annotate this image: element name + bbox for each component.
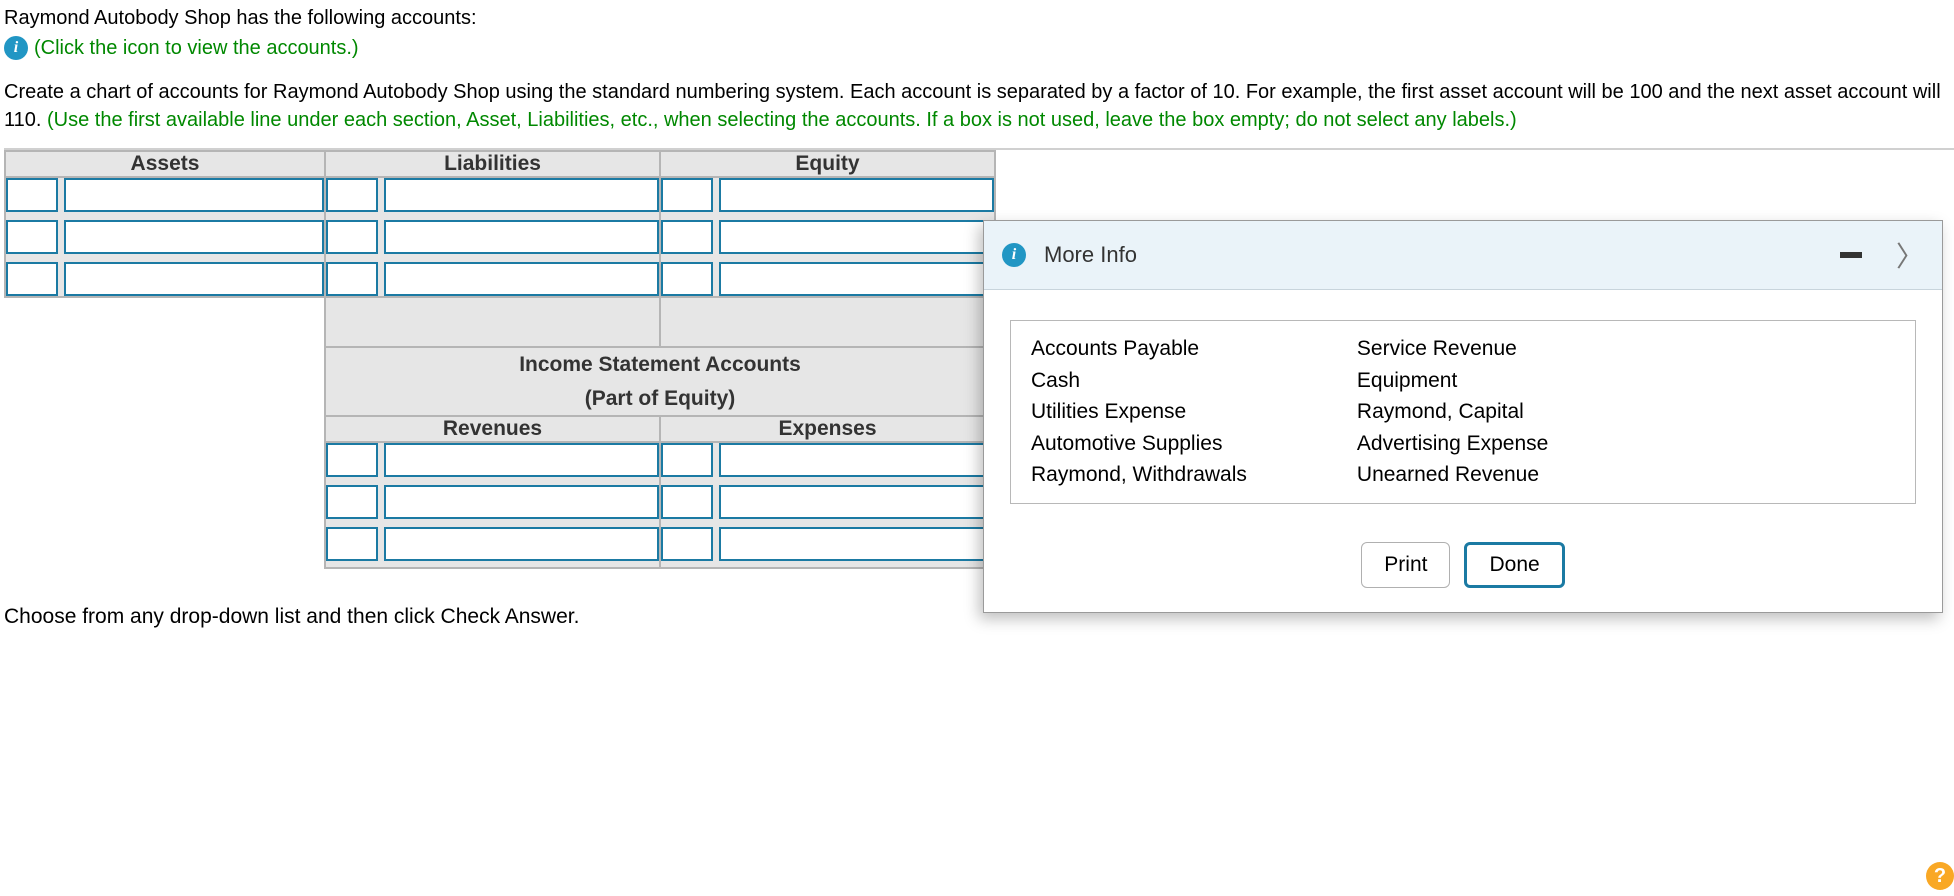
account-item: Accounts Payable [1031, 333, 1247, 365]
asset-name-input[interactable] [64, 220, 324, 254]
asset-name-input[interactable] [64, 178, 324, 212]
expense-name-input[interactable] [719, 485, 994, 519]
account-item: Automotive Supplies [1031, 428, 1247, 460]
header-equity: Equity [660, 151, 995, 177]
equity-number-input[interactable] [661, 220, 713, 254]
revenues-inputs [325, 442, 660, 568]
equity-number-input[interactable] [661, 178, 713, 212]
info-icon[interactable]: i [4, 36, 28, 60]
intro-line-1: Raymond Autobody Shop has the following … [4, 4, 1954, 32]
instructions-paragraph: Create a chart of accounts for Raymond A… [4, 78, 1954, 134]
expense-number-input[interactable] [661, 485, 713, 519]
spacer-cell [660, 297, 995, 347]
account-item: Raymond, Capital [1357, 396, 1548, 428]
revenue-number-input[interactable] [326, 527, 378, 561]
account-item: Service Revenue [1357, 333, 1548, 365]
revenue-name-input[interactable] [384, 443, 659, 477]
account-item: Unearned Revenue [1357, 459, 1548, 491]
revenue-name-input[interactable] [384, 527, 659, 561]
help-icon[interactable]: ? [1926, 862, 1954, 890]
account-item: Equipment [1357, 365, 1548, 397]
expense-name-input[interactable] [719, 443, 994, 477]
account-item: Raymond, Withdrawals [1031, 459, 1247, 491]
liability-number-input[interactable] [326, 262, 378, 296]
liabilities-inputs [325, 177, 660, 297]
header-expenses: Expenses [660, 416, 995, 442]
liability-number-input[interactable] [326, 178, 378, 212]
assets-inputs [5, 177, 325, 297]
accounts-col-left: Accounts Payable Cash Utilities Expense … [1031, 333, 1247, 491]
income-stmt-line2: (Part of Equity) [326, 382, 994, 416]
revenue-number-input[interactable] [326, 485, 378, 519]
liability-number-input[interactable] [326, 220, 378, 254]
expense-number-input[interactable] [661, 527, 713, 561]
equity-inputs [660, 177, 995, 297]
accounts-list-box: Accounts Payable Cash Utilities Expense … [1010, 320, 1916, 504]
popup-header: i More Info 〉 [984, 221, 1942, 290]
popup-buttons: Print Done [984, 522, 1942, 612]
asset-name-input[interactable] [64, 262, 324, 296]
equity-name-input[interactable] [719, 220, 994, 254]
info-hint-row: i (Click the icon to view the accounts.) [4, 36, 1954, 60]
liability-name-input[interactable] [384, 178, 659, 212]
header-revenues: Revenues [325, 416, 660, 442]
spacer-cell [325, 297, 660, 347]
liability-name-input[interactable] [384, 262, 659, 296]
click-hint-text: (Click the icon to view the accounts.) [34, 37, 359, 60]
minimize-icon[interactable] [1840, 252, 1862, 258]
asset-number-input[interactable] [6, 262, 58, 296]
print-button[interactable]: Print [1361, 542, 1450, 588]
account-item: Cash [1031, 365, 1247, 397]
info-icon: i [1002, 243, 1026, 267]
account-item: Advertising Expense [1357, 428, 1548, 460]
header-liabilities: Liabilities [325, 151, 660, 177]
instructions-green: (Use the first available line under each… [47, 109, 1517, 131]
popup-title: More Info [1044, 242, 1137, 268]
done-button[interactable]: Done [1464, 542, 1564, 588]
equity-number-input[interactable] [661, 262, 713, 296]
accounts-col-right: Service Revenue Equipment Raymond, Capit… [1357, 333, 1548, 491]
header-income-statement: Income Statement Accounts (Part of Equit… [325, 347, 995, 416]
equity-name-input[interactable] [719, 262, 994, 296]
header-assets: Assets [5, 151, 325, 177]
revenue-number-input[interactable] [326, 443, 378, 477]
revenue-name-input[interactable] [384, 485, 659, 519]
expenses-inputs [660, 442, 995, 568]
account-item: Utilities Expense [1031, 396, 1247, 428]
asset-number-input[interactable] [6, 220, 58, 254]
expense-number-input[interactable] [661, 443, 713, 477]
popup-body: Accounts Payable Cash Utilities Expense … [984, 290, 1942, 522]
asset-number-input[interactable] [6, 178, 58, 212]
income-stmt-line1: Income Statement Accounts [326, 348, 994, 382]
chart-of-accounts-table: Assets Liabilities Equity [4, 150, 996, 569]
equity-name-input[interactable] [719, 178, 994, 212]
liability-name-input[interactable] [384, 220, 659, 254]
expand-icon[interactable]: 〉 [1896, 235, 1924, 275]
expense-name-input[interactable] [719, 527, 994, 561]
more-info-popup: i More Info 〉 Accounts Payable Cash Util… [983, 220, 1943, 613]
empty-cell [5, 297, 325, 568]
